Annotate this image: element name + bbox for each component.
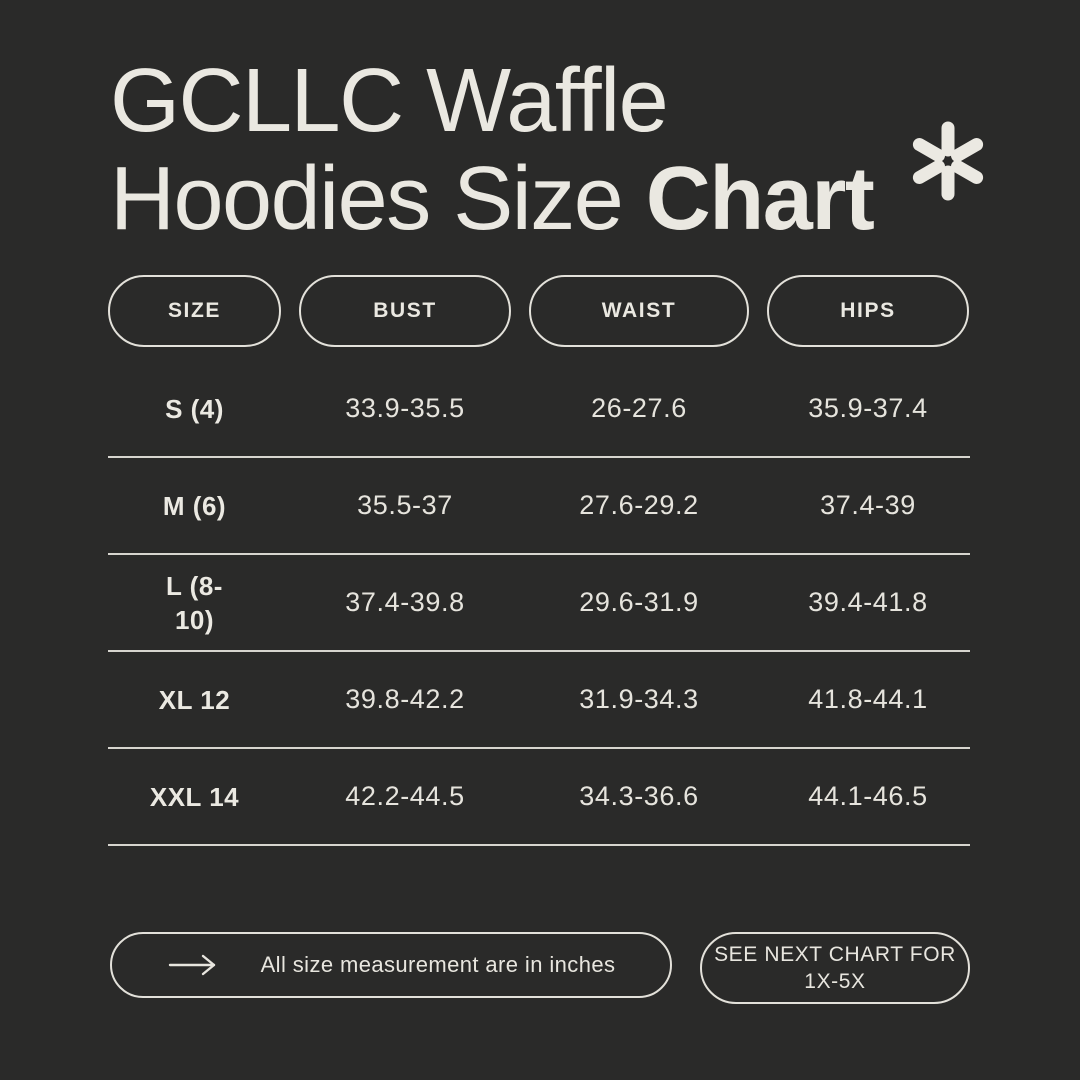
bust-value: 35.5-37 [357,490,453,520]
title-line-2: Hoodies Size Chart [110,149,875,249]
header-pill-waist: WAIST [529,275,749,347]
header-pill-bust: BUST [299,275,511,347]
bust-value: 33.9-35.5 [345,393,465,423]
hips-value: 44.1-46.5 [808,781,928,811]
table-body: S (4) 33.9-35.5 26-27.6 35.9-37.4 M (6) … [108,361,970,846]
waist-value: 34.3-36.6 [579,781,699,811]
size-label: XXL 14 [149,781,240,812]
bust-value: 37.4-39.8 [345,587,465,617]
size-label: L (8- 10) [166,570,223,635]
waist-value: 27.6-29.2 [579,490,699,520]
bust-value: 42.2-44.5 [345,781,465,811]
size-label: M (6) [162,490,227,521]
title-bold-word: Chart [645,149,875,249]
size-label: XL 12 [158,684,231,715]
table-header-row: SIZE BUST WAIST HIPS [108,275,970,347]
waist-value: 26-27.6 [591,393,687,423]
table-row: XL 12 39.8-42.2 31.9-34.3 41.8-44.1 [108,652,970,749]
next-chart-pill: SEE NEXT CHART FOR 1X-5X [700,932,970,1004]
header-pill-size: SIZE [108,275,281,347]
hips-value: 37.4-39 [820,490,916,520]
units-note-text: All size measurement are in inches [260,952,616,977]
asterisk-icon [912,121,984,201]
size-label: S (4) [165,393,224,424]
table-row: S (4) 33.9-35.5 26-27.6 35.9-37.4 [108,361,970,458]
units-note-pill: All size measurement are in inches [110,932,672,998]
hips-value: 41.8-44.1 [808,684,928,714]
table-row: L (8- 10) 37.4-39.8 29.6-31.9 39.4-41.8 [108,555,970,652]
waist-value: 31.9-34.3 [579,684,699,714]
hips-value: 39.4-41.8 [808,587,928,617]
title-line-1: GCLLC Waffle [110,51,669,151]
right-arrow-icon [168,954,215,976]
page-title: GCLLC Waffle Hoodies Size Chart [110,51,875,249]
bust-value: 39.8-42.2 [345,684,465,714]
table-row: M (6) 35.5-37 27.6-29.2 37.4-39 [108,458,970,555]
header-pill-hips: HIPS [767,275,969,347]
hips-value: 35.9-37.4 [808,393,928,423]
table-row: XXL 14 42.2-44.5 34.3-36.6 44.1-46.5 [108,749,970,846]
waist-value: 29.6-31.9 [579,587,699,617]
